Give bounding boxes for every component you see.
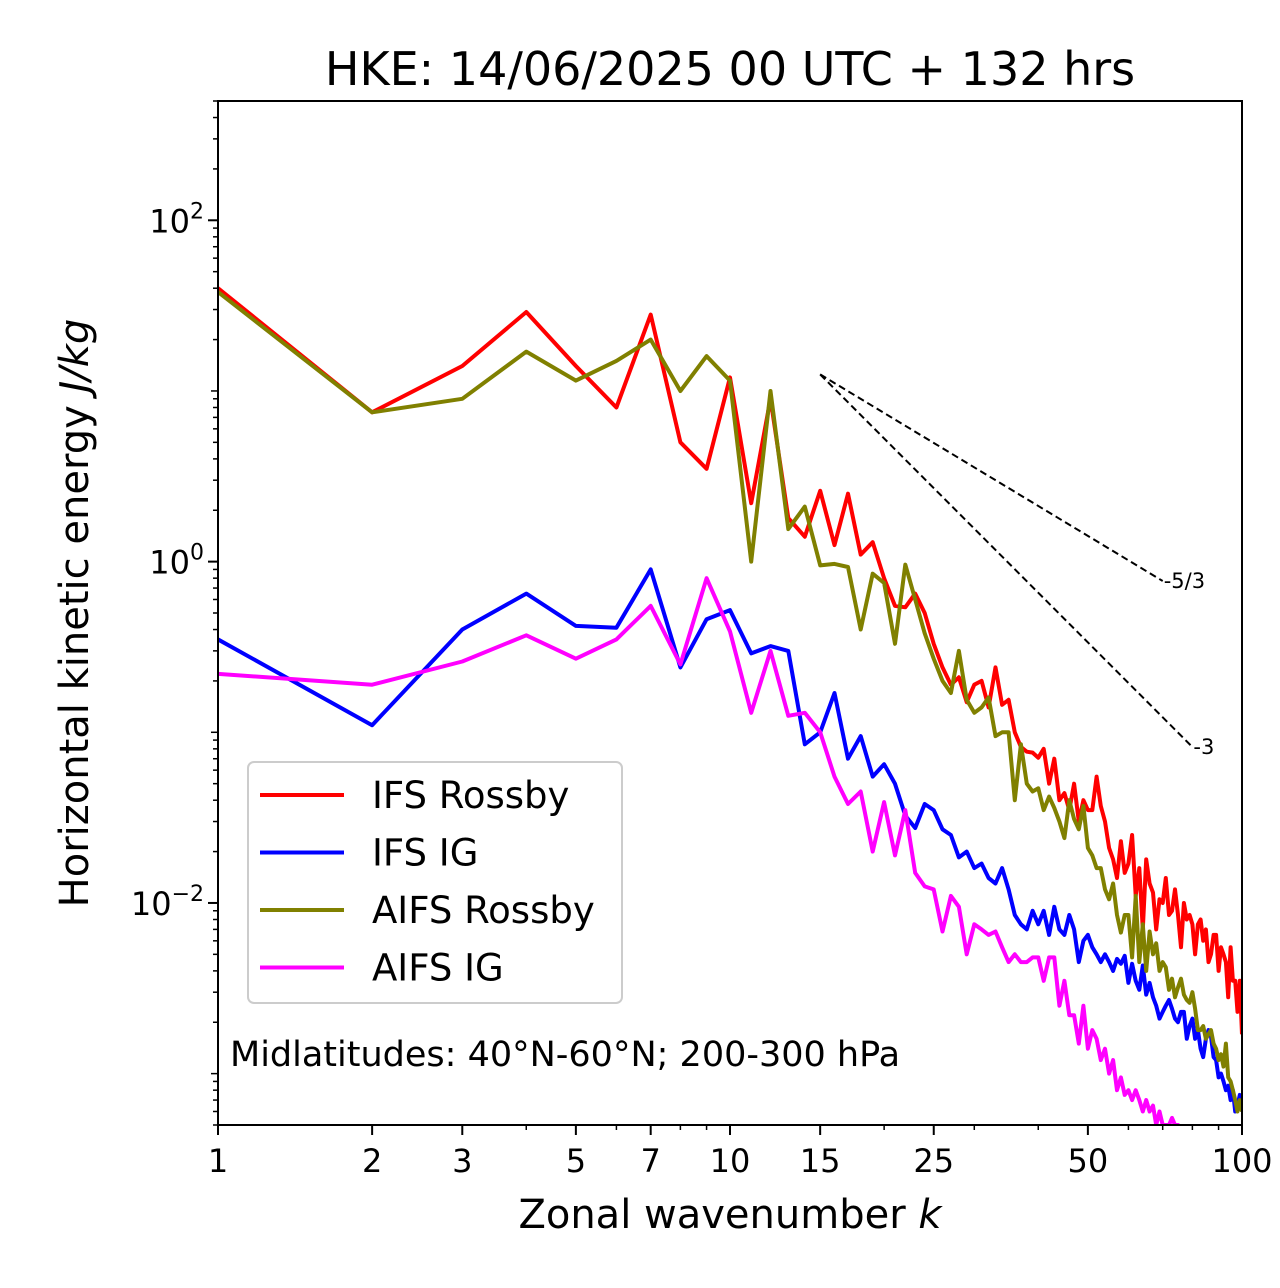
series-layer [218, 286, 1242, 1125]
reference-slope-label: -3 [1193, 735, 1214, 759]
series-line-aifs-ig [218, 576, 1181, 1125]
x-tick-label: 15 [800, 1142, 841, 1180]
legend-label: AIFS IG [372, 947, 504, 990]
region-annotation: Midlatitudes: 40°N-60°N; 200-300 hPa [230, 1035, 900, 1075]
y-tick-label: 100 [149, 541, 204, 582]
legend-label: IFS Rossby [372, 774, 569, 817]
x-tick-label: 7 [641, 1142, 661, 1180]
legend: IFS Rossby IFS IG AIFS Rossby AIFS IG [247, 761, 623, 1004]
series-line-ifs-ig [218, 567, 1242, 1114]
series-line-aifs-rossby [218, 290, 1242, 1114]
series-line-ifs-rossby [218, 286, 1242, 1035]
reference-slopes: -5/3 -3 [819, 373, 1214, 759]
x-axis-label: Zonal wavenumber k [518, 1192, 943, 1238]
x-tick-label: 100 [1211, 1142, 1272, 1180]
x-tick-label: 1 [208, 1142, 228, 1180]
y-axis-label: Horizontal kinetic energy J/kg [52, 319, 98, 908]
x-tick-label: 5 [566, 1142, 586, 1180]
reference-slope-label: -5/3 [1164, 569, 1205, 593]
legend-box [247, 761, 623, 1004]
chart-title: HKE: 14/06/2025 00 UTC + 132 hrs [325, 42, 1135, 96]
y-tick-label: 102 [149, 199, 204, 240]
legend-label: AIFS Rossby [372, 889, 595, 932]
y-tick-label: 10−2 [131, 882, 204, 923]
x-tick-label: 3 [452, 1142, 472, 1180]
legend-label: IFS IG [372, 832, 478, 875]
reference-slope-line [819, 373, 1164, 582]
x-tick-label: 10 [710, 1142, 751, 1180]
x-tick-label: 50 [1068, 1142, 1109, 1180]
x-tick-label: 2 [362, 1142, 382, 1180]
x-tick-label: 25 [913, 1142, 954, 1180]
axis-ticks: 1 2 3 5 7 10 15 25 50 100 102 100 10−2 [131, 100, 1273, 1180]
reference-slope-line [819, 373, 1194, 748]
